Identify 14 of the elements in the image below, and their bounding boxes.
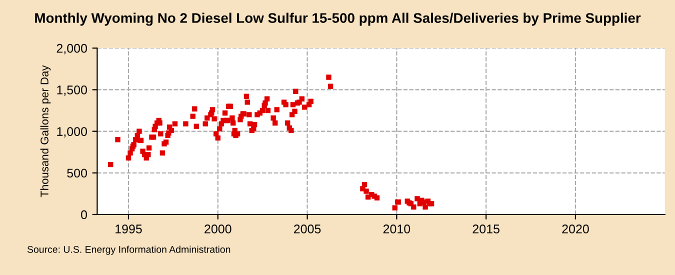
x-tick-label: 1995 bbox=[116, 224, 142, 234]
x-tick-label: 2000 bbox=[204, 224, 232, 234]
x-tick-label: 2020 bbox=[562, 224, 589, 234]
y-tick-label: 0 bbox=[81, 210, 87, 220]
source-note: Source: U.S. Energy Information Administration bbox=[27, 246, 230, 255]
x-tick-label: 2005 bbox=[294, 224, 321, 234]
y-tick-label: 500 bbox=[67, 168, 87, 178]
y-tick-label: 1,500 bbox=[57, 86, 87, 96]
x-tick-label: 2015 bbox=[472, 224, 500, 234]
y-tick-label: 1,000 bbox=[57, 127, 87, 138]
y-tick-label: 2,000 bbox=[56, 44, 87, 54]
y-axis-title: Thousand Gallons per Day bbox=[40, 65, 51, 198]
x-tick-label: 2010 bbox=[383, 224, 410, 234]
chart-title: Monthly Wyoming No 2 Diesel Low Sulfur 15-500 ppm All Sales/Deliveries by Prime Supplier bbox=[35, 12, 641, 26]
